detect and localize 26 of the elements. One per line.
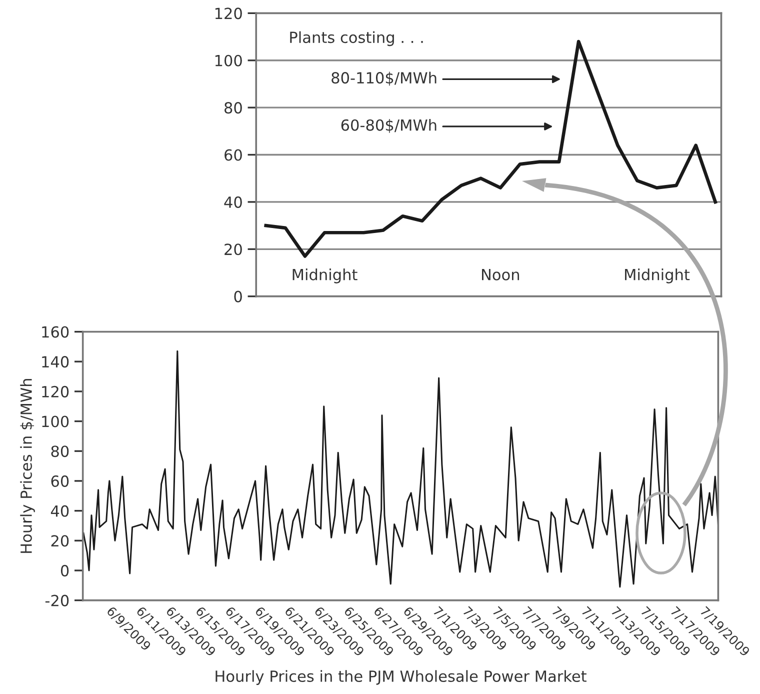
y-tick-label: 120: [42, 386, 69, 398]
x-tick-label: Noon: [482, 269, 520, 280]
y-tick-label: 20: [224, 244, 242, 256]
y-tick-label: 120: [215, 8, 242, 20]
annotation: 60-80$/MWh: [341, 119, 436, 133]
y-tick-label: 0: [60, 564, 69, 576]
y-tick-label: 100: [215, 54, 242, 66]
y-tick-label: 80: [51, 446, 69, 458]
x-axis-title: Hourly Prices in the PJM Wholesale Power Market: [216, 670, 586, 685]
annotation: Plants costing . . .: [290, 31, 423, 46]
y-tick-label: 80: [224, 102, 242, 114]
line-series: [82, 350, 718, 588]
y-tick-label: 100: [42, 416, 69, 428]
annotation: 80-110$/MWh: [332, 72, 436, 86]
y-tick-label: 0: [234, 290, 242, 302]
y-tick-label: 140: [42, 356, 69, 368]
y-axis-title: Hourly Prices in $/MWh: [20, 378, 35, 553]
y-tick-label: 60: [51, 475, 69, 487]
y-tick-label: 160: [42, 326, 69, 338]
y-tick-label: 40: [224, 196, 242, 208]
y-tick-label: 20: [51, 535, 69, 547]
y-tick-label: 60: [224, 149, 242, 161]
y-tick-label: 40: [50, 505, 69, 517]
x-tick-label: Midnight: [292, 268, 358, 284]
x-tick-label: Midnight: [625, 268, 690, 284]
y-tick-label: -20: [45, 594, 69, 606]
